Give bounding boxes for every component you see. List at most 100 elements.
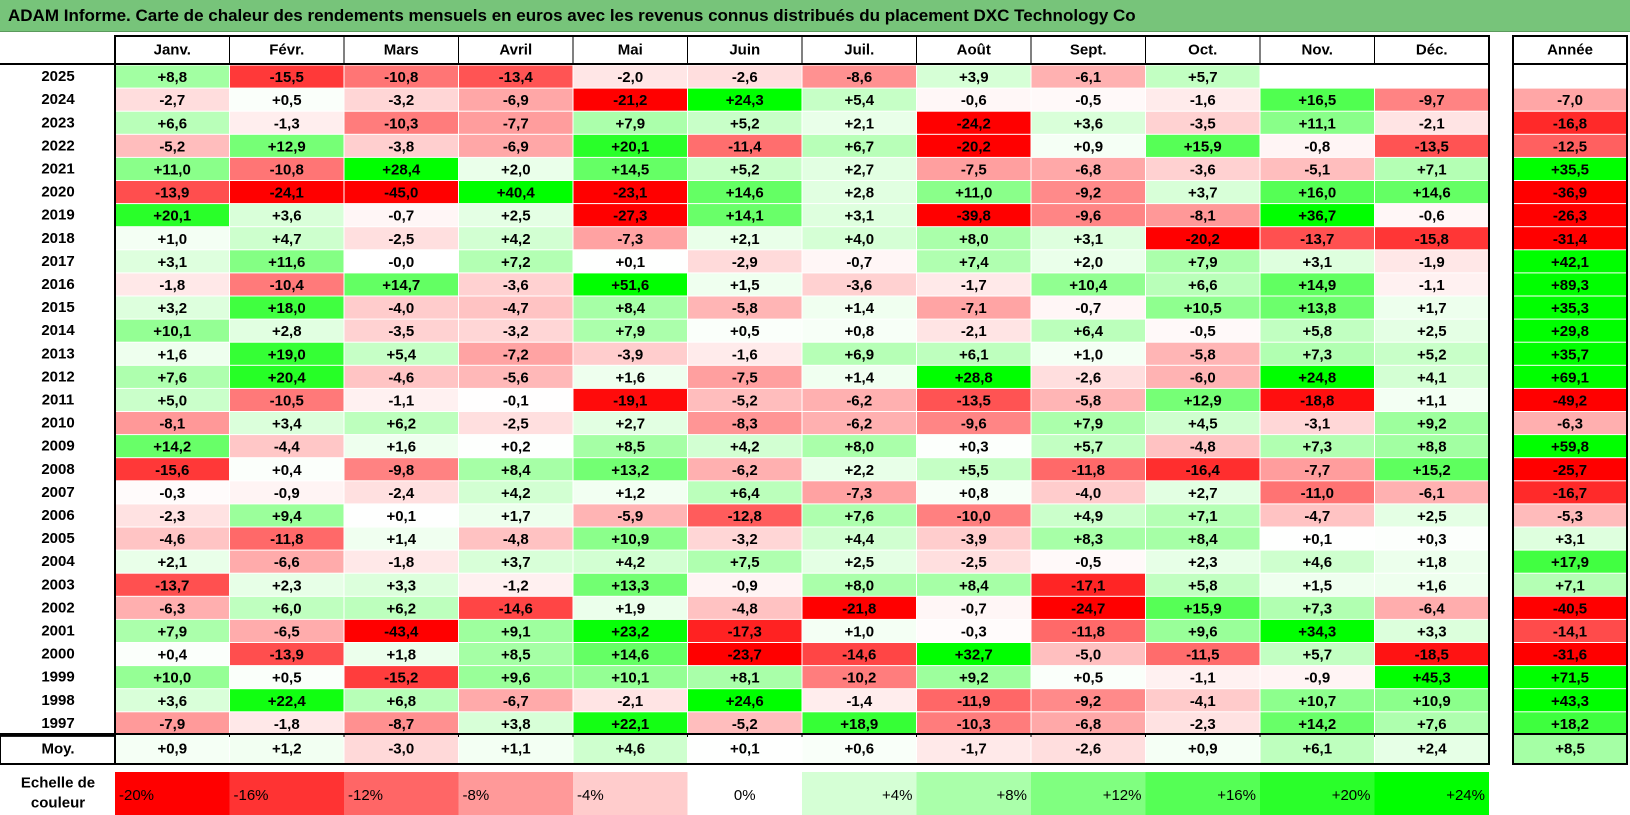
heat-cell (1031, 550, 1145, 573)
cell-value: +2,7 (615, 416, 645, 433)
heat-cell (115, 412, 229, 435)
month-header: Mai (618, 42, 643, 59)
annual-cell (1513, 250, 1627, 273)
heat-cell (573, 342, 687, 365)
cell-value: +5,2 (730, 115, 760, 132)
year-label: 1998 (41, 692, 74, 709)
cell-value: +9,1 (501, 623, 531, 640)
annual-cell (1513, 666, 1627, 689)
cell-value: -0,1 (503, 392, 529, 409)
heat-cell (573, 689, 687, 712)
heat-cell (1260, 550, 1374, 573)
cell-value: +1,6 (157, 346, 187, 363)
cell-value: +4,0 (844, 231, 874, 248)
heat-cell (917, 504, 1031, 527)
year-label: 2021 (41, 160, 74, 177)
heat-cell (573, 88, 687, 111)
year-label: 1997 (41, 715, 74, 732)
cell-value: +8,1 (730, 670, 760, 687)
cell-value: -2,9 (732, 254, 758, 271)
cell-value: -13,7 (155, 577, 189, 594)
heat-cell (1375, 596, 1489, 619)
heat-cell (1146, 319, 1260, 342)
annual-cell (1513, 204, 1627, 227)
heat-cell (802, 319, 916, 342)
heat-cell (802, 689, 916, 712)
scale-swatch (687, 772, 802, 815)
cell-value: +0,1 (386, 508, 416, 525)
cell-value: -5,9 (617, 508, 643, 525)
cell-value: +13,8 (1298, 300, 1336, 317)
cell-value: +8,5 (501, 647, 531, 664)
heat-cell (1375, 319, 1489, 342)
cell-value: +14,6 (1413, 185, 1451, 202)
heat-cell (230, 435, 344, 458)
heat-cell (1031, 573, 1145, 596)
cell-value: +5,8 (1188, 577, 1218, 594)
annual-cell (1513, 88, 1627, 111)
scale-swatch (229, 772, 344, 815)
heat-cell (1031, 342, 1145, 365)
cell-value: -7,9 (159, 716, 185, 733)
heat-cell (1375, 111, 1489, 134)
heat-cell (344, 365, 458, 388)
heat-cell (688, 227, 802, 250)
cell-value: -6,0 (1190, 369, 1216, 386)
heat-cell (115, 527, 229, 550)
cell-value: -2,1 (617, 693, 643, 710)
heat-cell (802, 573, 916, 596)
heat-cell (573, 412, 687, 435)
cell-value: +7,9 (1073, 416, 1103, 433)
cell-value: -9,6 (1075, 208, 1101, 225)
cell-value: +36,7 (1298, 208, 1336, 225)
cell-value: +7,9 (615, 115, 645, 132)
heat-cell (1260, 157, 1374, 180)
heat-cell (230, 204, 344, 227)
cell-value: +16,0 (1298, 185, 1336, 202)
heat-cell (115, 388, 229, 411)
cell-value: -18,5 (1415, 647, 1449, 664)
heat-cell (688, 181, 802, 204)
heat-cell (1260, 204, 1374, 227)
annual-cell (1513, 227, 1627, 250)
cell-value: +6,0 (272, 600, 302, 617)
month-header: Oct. (1188, 42, 1217, 59)
cell-value: +28,4 (382, 161, 421, 178)
annual-value: -6,3 (1557, 416, 1583, 433)
heat-cell (230, 643, 344, 666)
cell-value: -13,5 (1415, 138, 1449, 155)
month-header: Nov. (1302, 42, 1333, 59)
cell-value: -10,3 (384, 115, 418, 132)
heat-cell (688, 689, 802, 712)
heat-cell (1375, 481, 1489, 504)
heat-cell (917, 458, 1031, 481)
heat-cell (459, 550, 573, 573)
heat-cell (573, 157, 687, 180)
year-label: 2018 (41, 230, 74, 247)
cell-value: -10,4 (270, 277, 305, 294)
heat-cell (230, 273, 344, 296)
cell-value: +7,9 (1188, 254, 1218, 271)
heat-cell (344, 157, 458, 180)
cell-value: +14,7 (382, 277, 420, 294)
cell-value: -1,8 (159, 277, 185, 294)
cell-value: -11,9 (957, 693, 990, 710)
heat-cell (688, 458, 802, 481)
cell-value: +28,8 (955, 369, 993, 386)
heat-cell (1146, 111, 1260, 134)
heat-cell (802, 88, 916, 111)
heat-cell (573, 65, 687, 88)
cell-value: +4,6 (1302, 554, 1332, 571)
cell-value: +5,7 (1188, 69, 1218, 86)
cell-value: -10,2 (842, 670, 876, 687)
cell-value: +1,5 (1302, 577, 1332, 594)
heat-cell (344, 712, 458, 735)
annual-cell (1513, 619, 1627, 642)
cell-value: +8,5 (615, 439, 645, 456)
annual-cell (1513, 527, 1627, 550)
heat-cell (1146, 88, 1260, 111)
heat-cell (115, 689, 229, 712)
annual-value: -16,7 (1553, 485, 1587, 502)
cell-value: -4,8 (503, 531, 529, 548)
heat-cell (459, 412, 573, 435)
